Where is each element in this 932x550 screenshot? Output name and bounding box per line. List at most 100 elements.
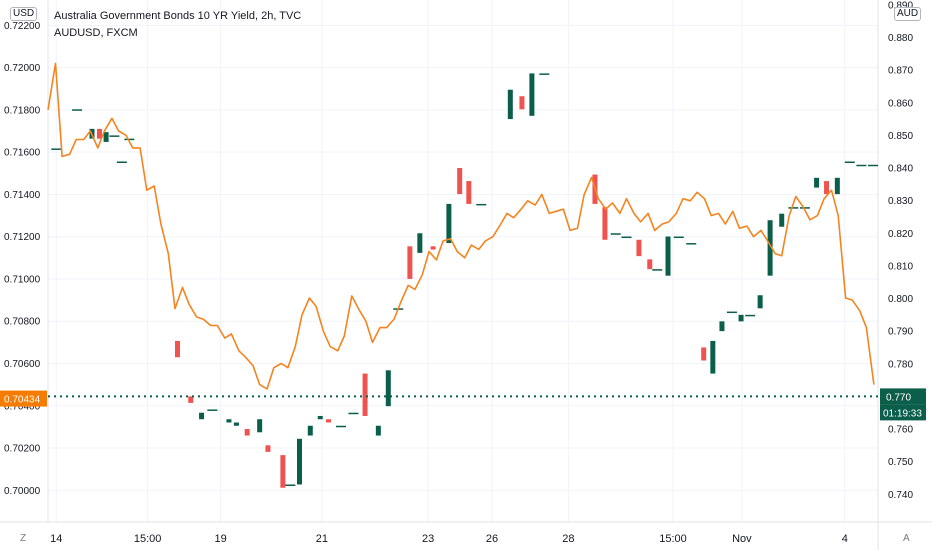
- right-axis-unit[interactable]: AUD: [894, 7, 922, 21]
- candle-down: [407, 246, 413, 279]
- time-axis-tick-label: 26: [486, 533, 498, 545]
- right-axis-tick-label: 0.850: [888, 131, 913, 142]
- left-axis-tick-label: 0.71200: [4, 232, 41, 243]
- candle-down: [280, 455, 286, 488]
- candle-up: [710, 340, 716, 374]
- candle-up: [539, 73, 550, 75]
- candle-up: [375, 425, 381, 436]
- candle-down: [174, 340, 180, 358]
- left-axis-tick-label: 0.70400: [4, 401, 41, 412]
- candle-down: [519, 96, 525, 110]
- candle-up: [621, 236, 632, 239]
- left-axis-tick-label: 0.70200: [4, 444, 41, 455]
- candle-up: [103, 132, 109, 142]
- time-axis-tick-label: 19: [215, 533, 227, 545]
- candle-up: [335, 425, 346, 428]
- candle-down: [457, 168, 463, 195]
- right-axis-tick-label: 0.820: [888, 229, 913, 240]
- left-axis-tick-label: 0.72200: [4, 21, 41, 32]
- candle-down: [636, 239, 642, 257]
- candle-up: [610, 233, 621, 235]
- candle-up: [257, 419, 263, 433]
- right-axis-tick-label: 0.810: [888, 261, 913, 272]
- candle-up: [307, 425, 313, 436]
- candle-up: [834, 177, 840, 195]
- candle-up: [779, 213, 785, 227]
- candle-down: [188, 396, 194, 403]
- time-axis-tick-label: 14: [50, 533, 62, 545]
- candle-up: [652, 269, 663, 271]
- right-last-price-label: 0.770: [886, 392, 911, 403]
- time-axis-tick-label: 23: [422, 533, 434, 545]
- candle-down: [362, 373, 368, 416]
- candle-down: [265, 445, 271, 452]
- candle-down: [326, 419, 332, 423]
- candle-up: [745, 314, 756, 317]
- left-axis-tick-label: 0.70000: [4, 486, 41, 497]
- candle-up: [446, 203, 452, 244]
- candle-down: [96, 128, 102, 139]
- left-axis-tick-label: 0.71600: [4, 148, 41, 159]
- candle-up: [317, 415, 323, 420]
- left-last-price-badge: [0, 390, 47, 407]
- time-axis-tick-label: 21: [316, 533, 328, 545]
- left-axis-tick-label: 0.71800: [4, 105, 41, 116]
- candle-up: [757, 295, 763, 309]
- right-axis-tick-label: 0.840: [888, 164, 913, 175]
- candle-up: [799, 207, 810, 209]
- candle-up: [109, 135, 120, 137]
- right-last-price-badge: [880, 388, 926, 405]
- candle-up: [868, 164, 879, 167]
- left-axis-tick-label: 0.70600: [4, 359, 41, 370]
- zoom-mode-button[interactable]: Z: [20, 533, 27, 544]
- left-last-price-label: 0.70434: [4, 395, 41, 406]
- candle-up: [673, 236, 684, 239]
- candle-up: [738, 314, 744, 322]
- candle-down: [430, 246, 436, 250]
- candle-up: [476, 203, 487, 206]
- candle-up: [686, 243, 697, 245]
- candle-up: [233, 422, 239, 426]
- candle-down: [701, 347, 707, 361]
- countdown-badge: [880, 404, 926, 421]
- candle-up: [814, 177, 820, 188]
- candle-down: [824, 181, 830, 195]
- time-axis-tick-label: 15:00: [659, 533, 687, 545]
- candle-up: [51, 148, 62, 150]
- candle-up: [856, 164, 867, 167]
- time-axis-tick-label: 4: [842, 533, 848, 545]
- candle-down: [244, 429, 250, 436]
- legend-compare-symbol[interactable]: AUDUSD, FXCM: [54, 27, 138, 39]
- right-axis-tick-label: 0.780: [888, 359, 913, 370]
- right-axis-tick-label: 0.890: [888, 0, 913, 11]
- legend-main-symbol[interactable]: Australia Government Bonds 10 YR Yield, …: [54, 10, 302, 22]
- candle-up: [72, 109, 83, 111]
- candle-up: [116, 161, 127, 163]
- candle-up: [507, 89, 513, 120]
- right-axis-tick-label: 0.880: [888, 33, 913, 44]
- auto-scale-button[interactable]: A: [903, 533, 910, 544]
- left-axis-tick-label: 0.71000: [4, 274, 41, 285]
- right-axis-tick-label: 0.800: [888, 294, 913, 305]
- candle-up: [348, 412, 359, 415]
- left-axis-unit[interactable]: USD: [10, 7, 38, 21]
- time-axis-tick-label: 28: [562, 533, 574, 545]
- candle-down: [466, 181, 472, 204]
- candle-up: [226, 419, 232, 423]
- candle-up: [529, 73, 535, 116]
- right-axis-tick-label: 0.740: [888, 490, 913, 501]
- candle-up: [207, 409, 218, 411]
- candle-up: [385, 370, 391, 407]
- right-axis-tick-label: 0.860: [888, 98, 913, 109]
- candle-up: [665, 236, 671, 276]
- candle-up: [124, 138, 135, 141]
- candle-up: [788, 207, 799, 209]
- left-axis-tick-label: 0.70800: [4, 317, 41, 328]
- candle-up: [767, 220, 773, 276]
- candle-up: [417, 233, 423, 253]
- candle-down: [602, 207, 608, 240]
- time-axis-tick-label: Nov: [732, 533, 752, 545]
- right-axis-tick-label: 0.870: [888, 66, 913, 77]
- left-axis-tick-label: 0.72000: [4, 63, 41, 74]
